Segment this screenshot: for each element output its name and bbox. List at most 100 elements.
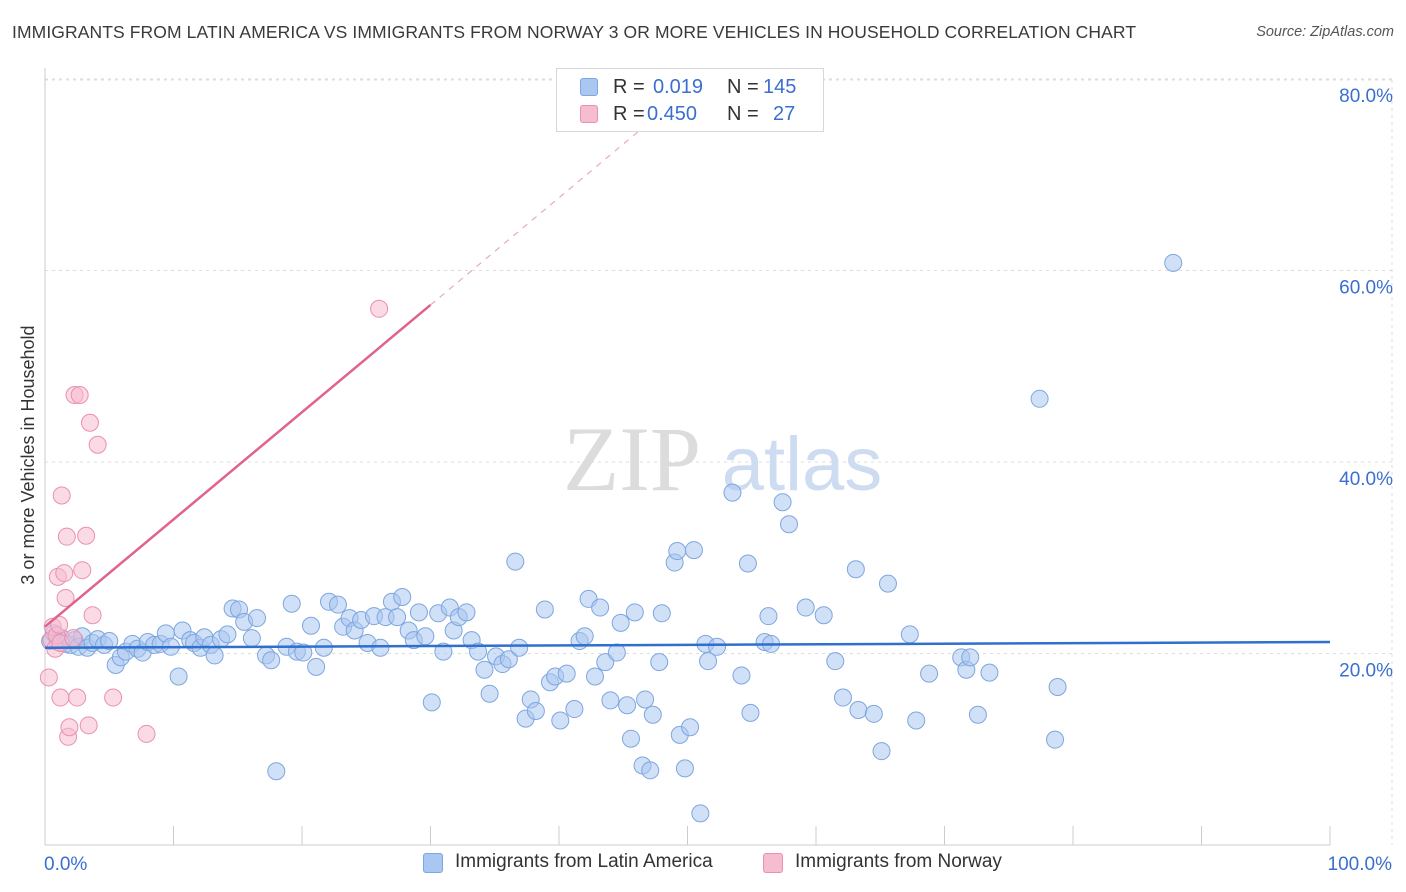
data-point-latin-america: [668, 542, 687, 561]
data-point-latin-america: [469, 642, 488, 661]
data-point-latin-america: [980, 663, 999, 682]
data-point-latin-america: [248, 609, 267, 628]
legend-swatch-norway: [580, 105, 598, 123]
data-point-latin-america: [691, 804, 710, 823]
data-point-norway: [104, 688, 123, 707]
watermark-atlas: atlas: [722, 422, 883, 507]
data-point-latin-america: [708, 637, 727, 656]
data-point-latin-america: [565, 700, 584, 719]
data-point-latin-america: [961, 648, 980, 667]
data-point-latin-america: [607, 643, 626, 662]
legend-label-latin-america: Immigrants from Latin America: [455, 851, 713, 872]
n-value: 145: [763, 76, 797, 98]
data-point-latin-america: [526, 701, 545, 720]
data-point-latin-america: [780, 515, 799, 534]
data-point-latin-america: [920, 664, 939, 683]
data-point-latin-america: [741, 703, 760, 722]
data-point-latin-america: [242, 629, 261, 648]
y-tick-label: 20.0%: [1339, 661, 1393, 682]
stats-row-latin-america: R = 0.019 N = 145: [557, 73, 823, 101]
trend-line-norway: [44, 304, 432, 628]
data-point-latin-america: [900, 625, 919, 644]
data-point-latin-america: [684, 541, 703, 560]
data-point-latin-america: [826, 652, 845, 671]
legend-swatch-latin-america: [580, 78, 598, 96]
data-point-latin-america: [625, 603, 644, 622]
grid-lines: [45, 78, 1393, 845]
data-point-latin-america: [393, 588, 412, 607]
data-point-latin-america: [169, 667, 188, 686]
data-point-latin-america: [796, 598, 815, 617]
trend-lines: [44, 90, 1331, 650]
data-point-latin-america: [307, 657, 326, 676]
data-point-latin-america: [968, 705, 987, 724]
r-value: 0.019: [653, 76, 704, 98]
data-point-latin-america: [388, 608, 407, 627]
data-point-latin-america: [475, 660, 494, 679]
r-label: R =: [613, 76, 645, 98]
data-point-latin-america: [833, 688, 852, 707]
n-label: N =: [727, 103, 759, 125]
data-point-latin-america: [738, 554, 757, 573]
data-point-norway: [88, 435, 107, 454]
data-point-latin-america: [1030, 389, 1049, 408]
data-point-latin-america: [864, 704, 883, 723]
zipatlas-watermark: ZIP atlas: [563, 408, 882, 510]
legend-label-norway: Immigrants from Norway: [795, 851, 1002, 872]
data-point-latin-america: [591, 598, 610, 617]
data-point-latin-america: [585, 667, 604, 686]
data-point-latin-america: [506, 552, 525, 571]
data-point-norway: [137, 724, 156, 743]
series-latin-america-points: [41, 253, 1183, 823]
data-point-latin-america: [814, 606, 833, 625]
data-point-latin-america: [699, 652, 718, 671]
y-axis-label: 3 or more Vehicles in Household: [18, 325, 38, 584]
data-point-norway: [39, 668, 58, 687]
data-point-latin-america: [732, 666, 751, 685]
data-point-latin-america: [611, 613, 630, 632]
data-point-latin-america: [262, 651, 281, 670]
data-point-latin-america: [434, 642, 453, 661]
data-point-norway: [83, 606, 102, 625]
data-point-norway: [55, 564, 74, 583]
data-point-latin-america: [1048, 678, 1067, 697]
tick-labels: 20.0% 40.0% 60.0% 80.0% 0.0% 100.0%: [44, 86, 1393, 875]
data-point-latin-america: [872, 742, 891, 761]
data-point-norway: [51, 688, 70, 707]
data-point-latin-america: [1046, 730, 1065, 749]
data-point-latin-america: [282, 594, 301, 613]
data-point-latin-america: [907, 711, 926, 730]
data-point-latin-america: [621, 729, 640, 748]
y-tick-label: 60.0%: [1339, 278, 1393, 299]
data-point-norway: [77, 526, 96, 545]
data-point-latin-america: [301, 616, 320, 635]
data-point-latin-america: [535, 600, 554, 619]
data-point-latin-america: [601, 691, 620, 710]
data-point-latin-america: [723, 483, 742, 502]
data-point-norway: [64, 629, 83, 648]
stats-row-norway: R = 0.450 N = 27: [557, 100, 823, 128]
axes: [44, 68, 1331, 846]
x-tick-label: 100.0%: [1328, 854, 1393, 875]
data-point-norway: [57, 527, 76, 546]
data-point-latin-america: [1164, 253, 1183, 272]
data-point-latin-america: [618, 696, 637, 715]
chart-title: IMMIGRANTS FROM LATIN AMERICA VS IMMIGRA…: [12, 22, 1137, 42]
data-point-latin-america: [551, 711, 570, 730]
data-point-latin-america: [218, 625, 237, 644]
data-point-latin-america: [849, 700, 868, 719]
data-point-norway: [70, 385, 89, 404]
data-point-latin-america: [575, 627, 594, 646]
source-label: Source: ZipAtlas.com: [1256, 24, 1394, 40]
trend-line-latin-america: [44, 640, 1331, 650]
x-tick-label: 0.0%: [44, 854, 87, 875]
data-point-latin-america: [480, 684, 499, 703]
data-point-latin-america: [636, 690, 655, 709]
data-point-norway: [56, 588, 75, 607]
data-point-latin-america: [641, 761, 660, 780]
data-point-latin-america: [878, 574, 897, 593]
data-point-latin-america: [416, 627, 435, 646]
r-value: 0.450: [647, 103, 698, 125]
data-point-norway: [68, 688, 87, 707]
